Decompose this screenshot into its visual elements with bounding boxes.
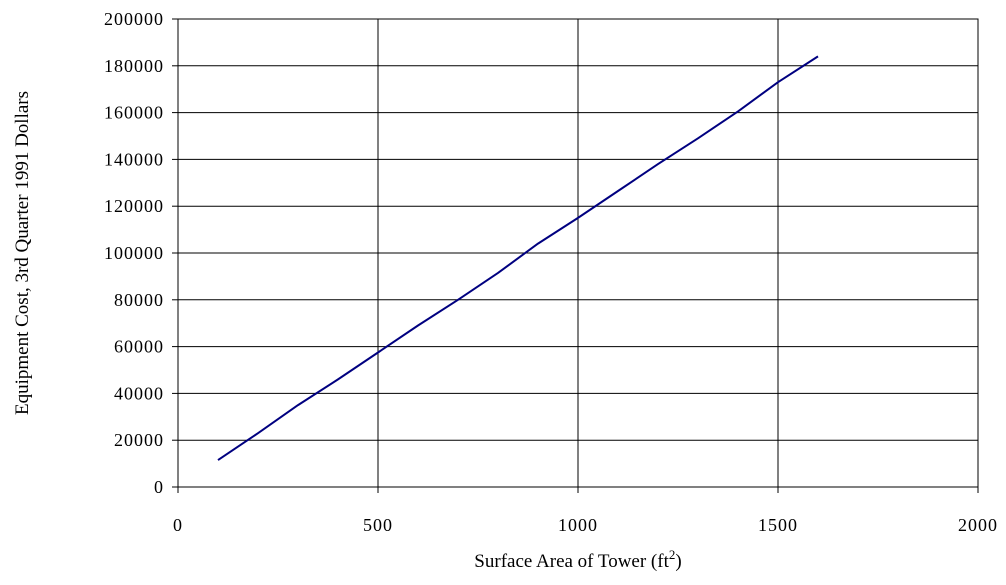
- y-tick-label: 100000: [104, 243, 164, 263]
- x-tick-label: 1500: [758, 515, 798, 535]
- y-axis-title: Equipment Cost, 3rd Quarter 1991 Dollars: [12, 91, 33, 415]
- x-tick-label: 0: [173, 515, 183, 535]
- y-tick-label: 80000: [114, 290, 164, 310]
- y-axis-ticks: 0 20000 40000 60000 80000 100000 120000 140000 1…: [104, 9, 178, 497]
- x-tick-label: 1000: [558, 515, 598, 535]
- y-tick-label: 200000: [104, 9, 164, 29]
- y-tick-label: 140000: [104, 149, 164, 169]
- y-tick-label: 180000: [104, 56, 164, 76]
- x-tick-label: 500: [363, 515, 393, 535]
- y-tick-label: 20000: [114, 430, 164, 450]
- x-axis-title: Surface Area of Tower (ft2): [474, 547, 681, 572]
- y-tick-label: 60000: [114, 337, 164, 357]
- y-tick-label: 40000: [114, 383, 164, 403]
- series-layer: [218, 56, 818, 460]
- y-tick-label: 0: [154, 477, 164, 497]
- y-tick-label: 120000: [104, 196, 164, 216]
- y-tick-label: 160000: [104, 103, 164, 123]
- grid: [178, 19, 978, 487]
- x-axis-ticks: 0 500 1000 1500 2000: [173, 487, 998, 535]
- x-axis-title-suffix: ): [675, 551, 681, 572]
- x-axis-title-main: Surface Area of Tower (ft: [474, 551, 669, 572]
- series-line-0: [218, 56, 818, 460]
- x-tick-label: 2000: [958, 515, 998, 535]
